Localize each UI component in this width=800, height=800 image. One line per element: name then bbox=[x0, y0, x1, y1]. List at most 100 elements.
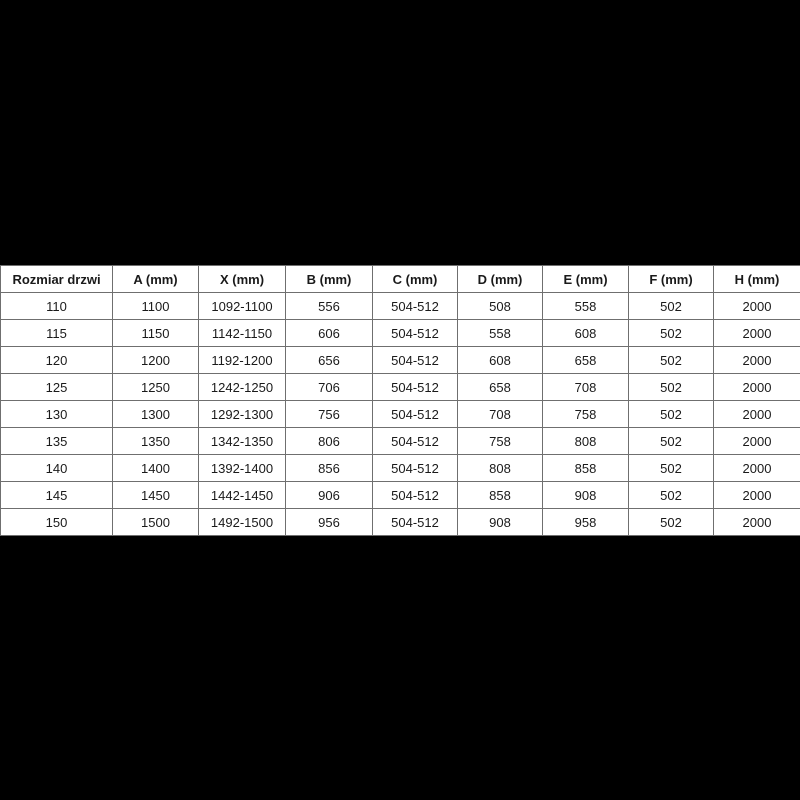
table-cell: 706 bbox=[285, 373, 373, 401]
table-cell: 858 bbox=[542, 454, 629, 482]
table-cell: 806 bbox=[285, 427, 373, 455]
table-cell: 1250 bbox=[112, 373, 199, 401]
table-cell: 1242-1250 bbox=[198, 373, 286, 401]
table-cell: 558 bbox=[542, 292, 629, 320]
table-cell: 1500 bbox=[112, 508, 199, 536]
table-cell: 558 bbox=[457, 319, 543, 347]
table-cell: 1200 bbox=[112, 346, 199, 374]
table-row: 120 1200 1192-1200 656 504-512 608 658 502 2000 bbox=[0, 346, 800, 374]
table-cell: 606 bbox=[285, 319, 373, 347]
column-header: Rozmiar drzwi bbox=[0, 265, 113, 293]
table-cell: 1300 bbox=[112, 400, 199, 428]
table-cell: 110 bbox=[0, 292, 113, 320]
table-cell: 756 bbox=[285, 400, 373, 428]
table-cell: 504-512 bbox=[372, 481, 458, 509]
table-cell: 1400 bbox=[112, 454, 199, 482]
table-row: 125 1250 1242-1250 706 504-512 658 708 502 2000 bbox=[0, 373, 800, 401]
table-cell: 2000 bbox=[713, 427, 800, 455]
table-cell: 504-512 bbox=[372, 454, 458, 482]
table-cell: 504-512 bbox=[372, 427, 458, 455]
table-cell: 858 bbox=[457, 481, 543, 509]
table-cell: 1292-1300 bbox=[198, 400, 286, 428]
table-cell: 658 bbox=[542, 346, 629, 374]
table-cell: 502 bbox=[628, 373, 714, 401]
table-cell: 504-512 bbox=[372, 400, 458, 428]
table-cell: 2000 bbox=[713, 508, 800, 536]
table-cell: 502 bbox=[628, 454, 714, 482]
table-cell: 115 bbox=[0, 319, 113, 347]
table-cell: 508 bbox=[457, 292, 543, 320]
table-cell: 504-512 bbox=[372, 346, 458, 374]
table-cell: 2000 bbox=[713, 481, 800, 509]
table-header-row: Rozmiar drzwi A (mm) X (mm) B (mm) C (mm) D (… bbox=[0, 265, 800, 293]
table-cell: 608 bbox=[457, 346, 543, 374]
table-cell: 502 bbox=[628, 427, 714, 455]
table-cell: 958 bbox=[542, 508, 629, 536]
table-cell: 2000 bbox=[713, 292, 800, 320]
table-cell: 1392-1400 bbox=[198, 454, 286, 482]
column-header: D (mm) bbox=[457, 265, 543, 293]
table-row: 135 1350 1342-1350 806 504-512 758 808 502 2000 bbox=[0, 427, 800, 455]
table-row: 110 1100 1092-1100 556 504-512 508 558 502 2000 bbox=[0, 292, 800, 320]
table-cell: 502 bbox=[628, 481, 714, 509]
table-cell: 504-512 bbox=[372, 292, 458, 320]
table-cell: 1150 bbox=[112, 319, 199, 347]
table-cell: 956 bbox=[285, 508, 373, 536]
table-cell: 2000 bbox=[713, 373, 800, 401]
table-cell: 504-512 bbox=[372, 508, 458, 536]
table-cell: 758 bbox=[457, 427, 543, 455]
table-cell: 1450 bbox=[112, 481, 199, 509]
table-cell: 1350 bbox=[112, 427, 199, 455]
table-cell: 504-512 bbox=[372, 373, 458, 401]
table-cell: 502 bbox=[628, 346, 714, 374]
table-cell: 140 bbox=[0, 454, 113, 482]
table-cell: 758 bbox=[542, 400, 629, 428]
table-cell: 2000 bbox=[713, 400, 800, 428]
table-cell: 504-512 bbox=[372, 319, 458, 347]
table-cell: 150 bbox=[0, 508, 113, 536]
table-cell: 120 bbox=[0, 346, 113, 374]
table-cell: 1100 bbox=[112, 292, 199, 320]
table-row: 145 1450 1442-1450 906 504-512 858 908 502 2000 bbox=[0, 481, 800, 509]
table-cell: 130 bbox=[0, 400, 113, 428]
table-cell: 135 bbox=[0, 427, 113, 455]
table-cell: 908 bbox=[542, 481, 629, 509]
table-cell: 2000 bbox=[713, 319, 800, 347]
table-cell: 145 bbox=[0, 481, 113, 509]
table-cell: 2000 bbox=[713, 454, 800, 482]
table-cell: 1142-1150 bbox=[198, 319, 286, 347]
table-cell: 608 bbox=[542, 319, 629, 347]
table-row: 115 1150 1142-1150 606 504-512 558 608 502 2000 bbox=[0, 319, 800, 347]
table-cell: 708 bbox=[542, 373, 629, 401]
table-cell: 2000 bbox=[713, 346, 800, 374]
table-cell: 125 bbox=[0, 373, 113, 401]
table-cell: 656 bbox=[285, 346, 373, 374]
column-header: H (mm) bbox=[713, 265, 800, 293]
table-cell: 908 bbox=[457, 508, 543, 536]
column-header: B (mm) bbox=[285, 265, 373, 293]
table-cell: 502 bbox=[628, 508, 714, 536]
column-header: F (mm) bbox=[628, 265, 714, 293]
table-cell: 1342-1350 bbox=[198, 427, 286, 455]
table-cell: 1092-1100 bbox=[198, 292, 286, 320]
table-cell: 502 bbox=[628, 400, 714, 428]
table-cell: 808 bbox=[457, 454, 543, 482]
table-cell: 1192-1200 bbox=[198, 346, 286, 374]
table-row: 150 1500 1492-1500 956 504-512 908 958 502 2000 bbox=[0, 508, 800, 536]
table-cell: 502 bbox=[628, 292, 714, 320]
table-cell: 856 bbox=[285, 454, 373, 482]
column-header: C (mm) bbox=[372, 265, 458, 293]
table-cell: 1442-1450 bbox=[198, 481, 286, 509]
table-cell: 808 bbox=[542, 427, 629, 455]
column-header: E (mm) bbox=[542, 265, 629, 293]
table-cell: 906 bbox=[285, 481, 373, 509]
table-cell: 556 bbox=[285, 292, 373, 320]
table-cell: 658 bbox=[457, 373, 543, 401]
table-cell: 1492-1500 bbox=[198, 508, 286, 536]
table-cell: 708 bbox=[457, 400, 543, 428]
table-row: 130 1300 1292-1300 756 504-512 708 758 502 2000 bbox=[0, 400, 800, 428]
table-cell: 502 bbox=[628, 319, 714, 347]
table-row: 140 1400 1392-1400 856 504-512 808 858 502 2000 bbox=[0, 454, 800, 482]
dimensions-table-container: Rozmiar drzwi A (mm) X (mm) B (mm) C (mm) D (… bbox=[0, 265, 800, 536]
